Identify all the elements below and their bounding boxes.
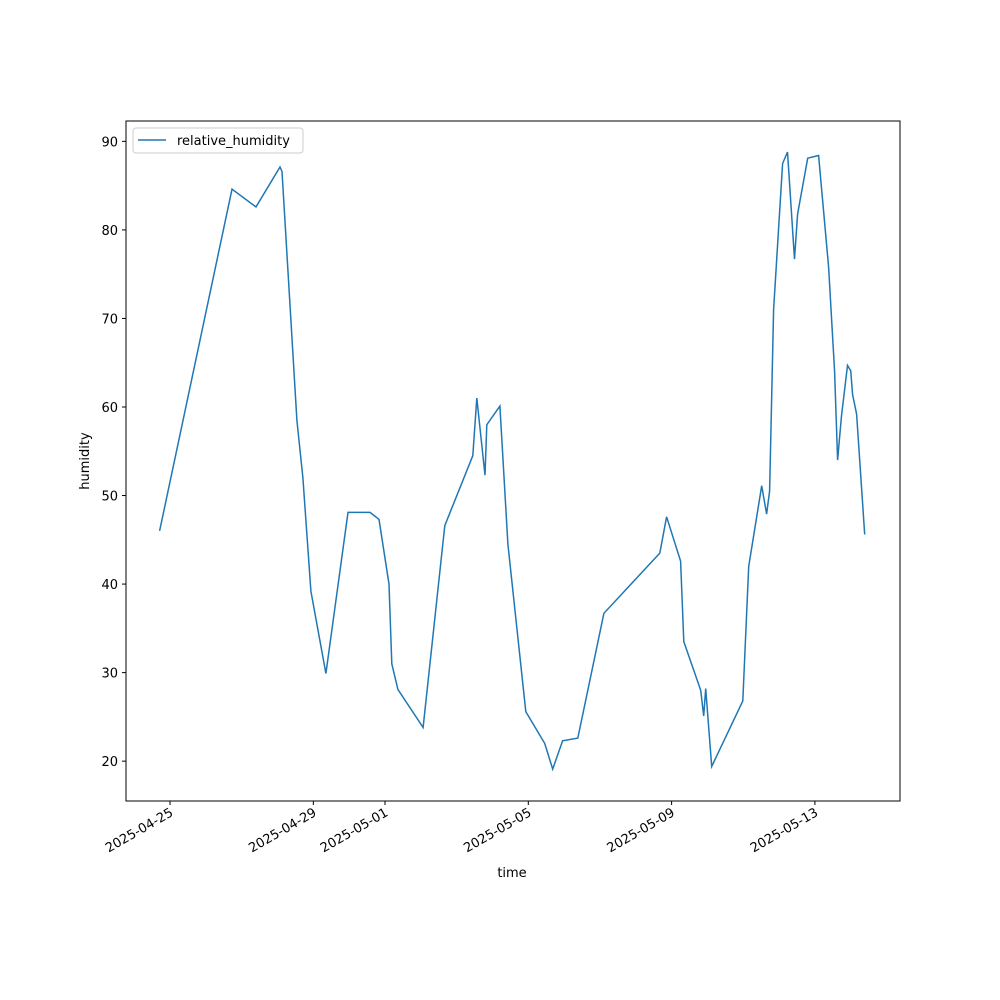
y-tick-label: 30 bbox=[101, 667, 118, 682]
x-axis-label: time bbox=[497, 866, 526, 881]
plot-frame bbox=[125, 120, 901, 802]
x-tick-label: 2025-05-09 bbox=[605, 805, 678, 856]
y-tick-label: 50 bbox=[101, 490, 118, 505]
y-tick-label: 60 bbox=[101, 401, 118, 416]
y-axis-label: humidity bbox=[78, 432, 93, 490]
x-tick-label: 2025-05-01 bbox=[318, 805, 391, 856]
y-tick-label: 70 bbox=[101, 312, 118, 327]
legend: relative_humidity bbox=[132, 127, 304, 154]
x-tick-label: 2025-04-25 bbox=[103, 805, 176, 856]
x-tick-label: 2025-04-29 bbox=[246, 805, 319, 856]
y-tick-label: 80 bbox=[101, 224, 118, 239]
x-tick-label: 2025-05-05 bbox=[461, 805, 534, 856]
x-tick-label: 2025-05-13 bbox=[748, 805, 821, 856]
legend-box bbox=[132, 127, 304, 154]
legend-label: relative_humidity bbox=[177, 134, 290, 149]
y-tick-label: 20 bbox=[101, 755, 118, 770]
y-tick-label: 90 bbox=[101, 135, 118, 150]
y-tick-label: 40 bbox=[101, 578, 118, 593]
data-line bbox=[158, 151, 866, 772]
